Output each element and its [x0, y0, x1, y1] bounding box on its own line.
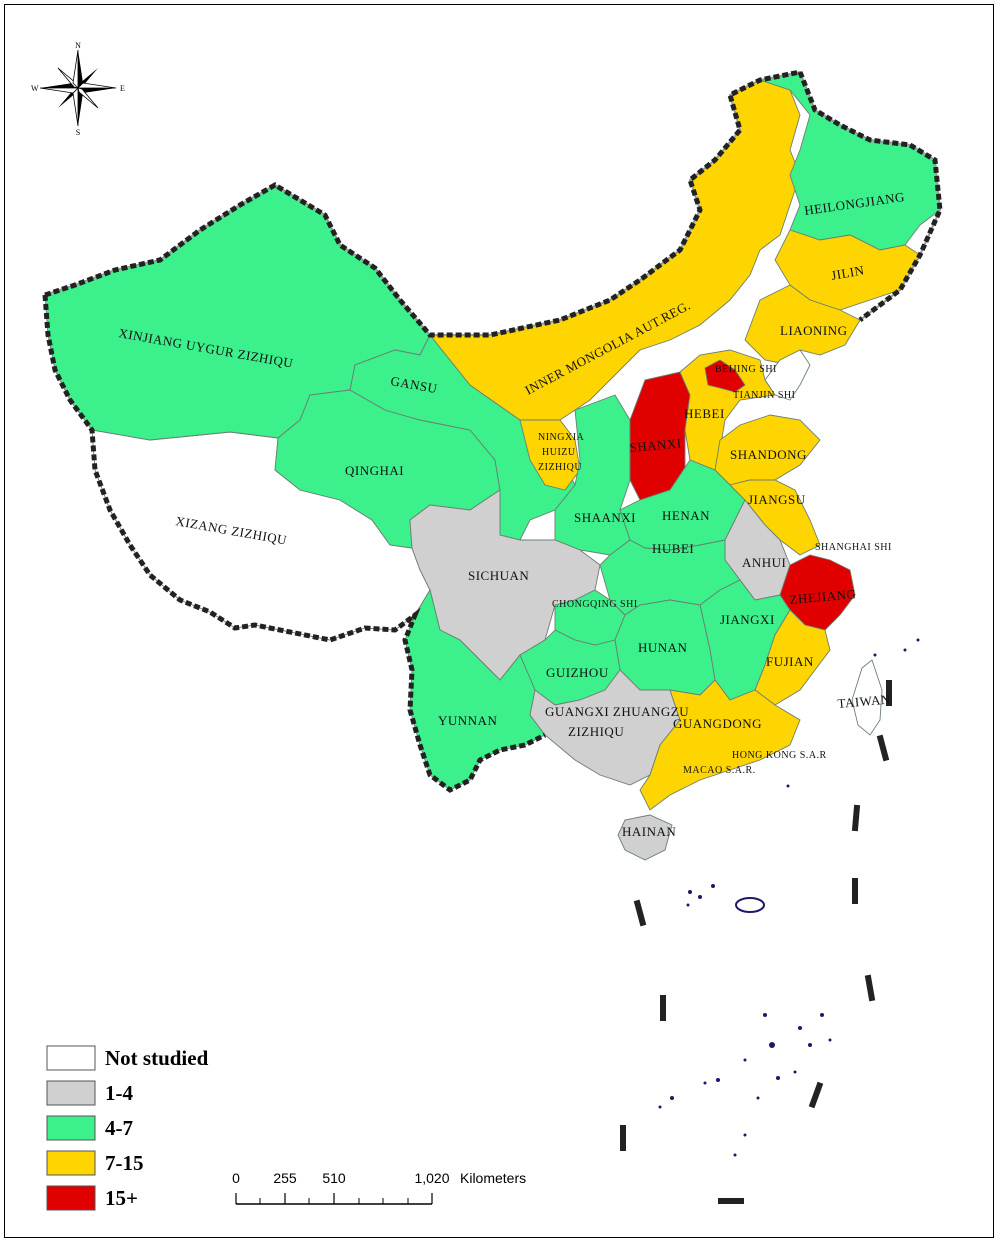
- label-shaanxi: SHAANXI: [574, 510, 636, 525]
- region-taiwan: [851, 659, 883, 736]
- legend-swatch-15-plus: [46, 1185, 96, 1211]
- label-zhejiang: ZHEJIANG: [789, 586, 857, 607]
- south-china-sea: [620, 638, 920, 1204]
- legend-label-7-15: 7-15: [105, 1151, 144, 1175]
- label-sichuan: SICHUAN: [468, 568, 529, 583]
- label-fujian: FUJIAN: [766, 654, 814, 669]
- legend-label-15-plus: 15+: [105, 1186, 138, 1210]
- legend: Not studied 1-4 4-7 7-15 15+: [46, 1045, 209, 1211]
- label-hongkong: HONG KONG S.A.R: [732, 750, 827, 761]
- label-jiangxi: JIANGXI: [720, 612, 775, 627]
- compass-w: W: [31, 84, 39, 93]
- label-yunnan: YUNNAN: [438, 713, 497, 728]
- legend-swatch-7-15: [46, 1150, 96, 1176]
- label-liaoning: LIAONING: [780, 323, 848, 338]
- legend-swatch-1-4: [46, 1080, 96, 1106]
- scale-tick-1020: 1,020: [414, 1170, 449, 1186]
- label-hebei: HEBEI: [684, 406, 725, 421]
- region-hebei: [679, 349, 776, 471]
- provinces: [44, 71, 941, 861]
- scale-unit: Kilometers: [460, 1170, 526, 1186]
- scale-tick-255: 255: [273, 1170, 297, 1186]
- compass-s: S: [76, 128, 80, 137]
- label-ningxia-2: HUIZU: [542, 447, 576, 458]
- label-macao: MACAO S.A.R.: [683, 765, 756, 776]
- label-shandong: SHANDONG: [730, 447, 807, 462]
- label-beijing: BEIJING SHI: [715, 364, 777, 375]
- legend-swatch-not-studied: [46, 1045, 96, 1071]
- region-guangxi: [529, 669, 681, 786]
- compass-n: N: [75, 41, 81, 50]
- legend-label-1-4: 1-4: [105, 1081, 133, 1105]
- label-jiangsu: JIANGSU: [748, 492, 806, 507]
- label-chongqing: CHONGQING SHI: [552, 599, 638, 610]
- label-henan: HENAN: [662, 508, 710, 523]
- legend-label-not-studied: Not studied: [105, 1046, 209, 1070]
- legend-label-4-7: 4-7: [105, 1116, 133, 1140]
- national-border: [42, 69, 943, 793]
- scale-bar: 0 255 510 1,020 Kilometers: [232, 1170, 526, 1205]
- region-liaoning: [744, 284, 861, 366]
- label-qinghai: QINGHAI: [345, 463, 404, 478]
- label-guangxi-2: ZIZHIQU: [568, 724, 624, 739]
- scale-tick-0: 0: [232, 1170, 240, 1186]
- region-guangdong: [639, 679, 801, 811]
- region-fujian: [754, 609, 831, 706]
- label-ningxia-3: ZIZHIQU: [538, 462, 582, 473]
- compass-e: E: [120, 84, 125, 93]
- label-hainan: HAINAN: [622, 824, 676, 839]
- region-hainan: [617, 814, 673, 861]
- label-hubei: HUBEI: [652, 541, 694, 556]
- label-shanghai: SHANGHAI SHI: [815, 542, 892, 553]
- legend-swatch-4-7: [46, 1115, 96, 1141]
- region-ningxia: [519, 419, 581, 491]
- label-tianjin: TIANJIN SHI: [733, 390, 795, 401]
- label-shanxi: SHANXI: [629, 436, 682, 455]
- label-taiwan: TAIWAN: [837, 691, 891, 711]
- label-hunan: HUNAN: [638, 640, 688, 655]
- label-anhui: ANHUI: [742, 555, 786, 570]
- label-guizhou: GUIZHOU: [546, 665, 609, 680]
- scale-tick-510: 510: [322, 1170, 346, 1186]
- label-guangxi-1: GUANGXI ZHUANGZU: [545, 704, 689, 719]
- compass-rose-icon: N S E W: [31, 41, 125, 137]
- label-ningxia-1: NINGXIA: [538, 432, 585, 443]
- region-beijing: [704, 359, 746, 393]
- label-jilin: JILIN: [830, 262, 866, 283]
- label-guangdong: GUANGDONG: [673, 716, 762, 731]
